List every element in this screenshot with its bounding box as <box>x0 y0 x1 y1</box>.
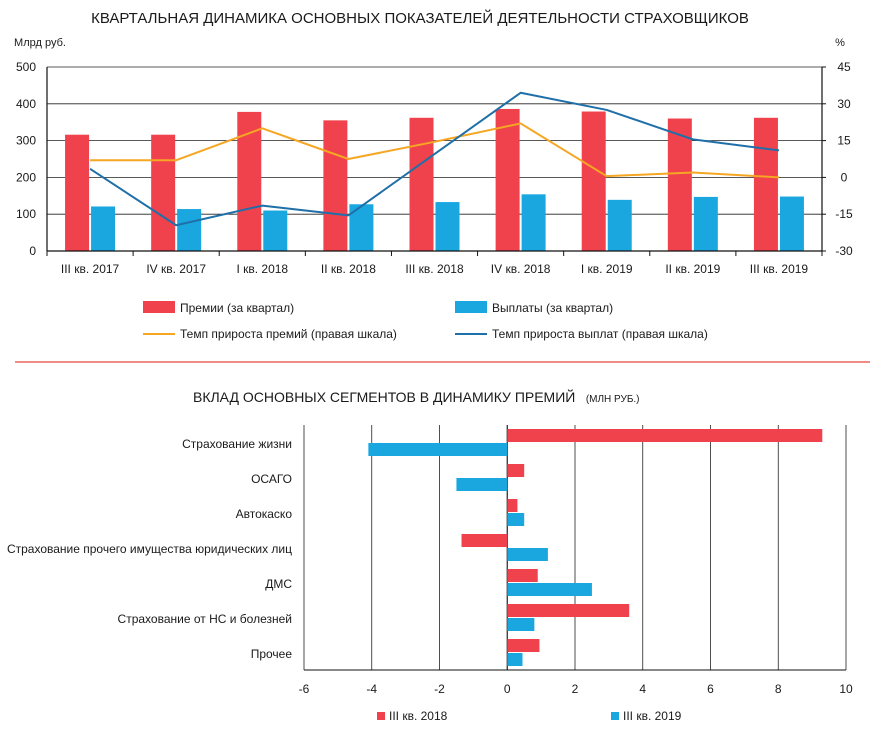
chart2-category-label: Страхование жизни <box>182 437 292 451</box>
chart1-category-label: III кв. 2017 <box>61 262 120 276</box>
premium-bar <box>753 117 778 251</box>
payout-bar <box>693 196 718 251</box>
segment-bar-2019 <box>507 653 523 666</box>
legend-2019-label: III кв. 2019 <box>623 709 682 723</box>
segment-bar-2019 <box>507 513 525 526</box>
chart1-right-tick: -30 <box>835 244 853 258</box>
segment-bar-2019 <box>507 548 548 561</box>
premium-bar <box>495 108 520 252</box>
chart1-right-unit: % <box>835 37 845 49</box>
chart1-lines <box>89 91 780 227</box>
chart1-tick-labels: 0 100 200 300 400 500 -30 -15 0 15 30 45 III кв. 201… <box>16 60 853 276</box>
chart1-left-tick: 0 <box>29 244 36 258</box>
legend-premium-swatch <box>143 301 175 313</box>
payout-bar <box>177 209 202 251</box>
chart1-right-tick: -15 <box>835 207 853 221</box>
chart1-category-label: IV кв. 2018 <box>491 262 551 276</box>
chart2-x-tick: 4 <box>639 682 646 696</box>
premium-bar <box>65 134 90 251</box>
legend-premium-growth-label: Темп прироста премий (правая шкала) <box>180 327 397 341</box>
chart2-legend: III кв. 2018 III кв. 2019 <box>377 709 682 723</box>
chart1-right-tick: 15 <box>837 134 851 148</box>
chart2-title-group: ВКЛАД ОСНОВНЫХ СЕГМЕНТОВ В ДИНАМИКУ ПРЕМ… <box>193 388 640 406</box>
premium-bar <box>323 120 348 251</box>
chart2-category-labels: Страхование жизни ОСАГО Автокаско Страхован… <box>7 437 292 661</box>
segment-bar-2018 <box>507 429 823 442</box>
chart2-x-tick: -2 <box>434 682 445 696</box>
segment-bar-2018 <box>507 604 630 617</box>
legend-2018-swatch <box>377 712 385 720</box>
chart2-gridlines <box>303 425 847 671</box>
chart1-left-tick: 400 <box>16 97 36 111</box>
legend-payout-growth-label: Темп прироста выплат (правая шкала) <box>492 327 708 341</box>
chart1-left-unit: Млрд руб. <box>14 37 66 49</box>
chart1-category-label: II кв. 2019 <box>665 262 720 276</box>
chart2-category-label: ДМС <box>265 577 292 591</box>
chart1-category-label: II кв. 2018 <box>321 262 376 276</box>
segments-chart: ВКЛАД ОСНОВНЫХ СЕГМЕНТОВ В ДИНАМИКУ ПРЕМ… <box>7 388 853 723</box>
payout-growth-line <box>89 91 780 227</box>
chart1-gridlines <box>47 66 822 215</box>
chart2-x-tick: 2 <box>572 682 579 696</box>
chart1-category-label: I кв. 2018 <box>236 262 288 276</box>
chart2-title: ВКЛАД ОСНОВНЫХ СЕГМЕНТОВ В ДИНАМИКУ ПРЕМ… <box>193 388 575 405</box>
chart1-category-label: IV кв. 2017 <box>146 262 206 276</box>
chart1-right-tick: 0 <box>841 170 848 184</box>
chart1-left-tick: 300 <box>16 134 36 148</box>
chart2-category-label: Страхование от НС и болезней <box>118 612 292 626</box>
payout-bar <box>521 194 546 251</box>
premium-bar <box>667 118 692 252</box>
payout-bar <box>263 210 288 251</box>
chart2-category-label: Страхование прочего имущества юридически… <box>7 542 292 556</box>
chart1-right-tick: 45 <box>837 60 851 74</box>
chart2-x-tick: 0 <box>504 682 511 696</box>
legend-2018-label: III кв. 2018 <box>389 709 448 723</box>
chart1-legend: Премии (за квартал) Выплаты (за квартал)… <box>143 301 708 341</box>
legend-2019-swatch <box>611 712 619 720</box>
chart1-axes <box>46 66 826 256</box>
chart2-category-label: ОСАГО <box>251 472 292 486</box>
chart1-category-label: III кв. 2018 <box>405 262 464 276</box>
payout-bar <box>91 206 116 251</box>
chart1-left-tick: 500 <box>16 60 36 74</box>
legend-premium-label: Премии (за квартал) <box>180 301 294 315</box>
quarterly-chart: КВАРТАЛЬНАЯ ДИНАМИКА ОСНОВНЫХ ПОКАЗАТЕЛЕ… <box>14 9 853 341</box>
segment-bar-2019 <box>507 583 592 596</box>
premium-bar <box>581 111 606 251</box>
chart1-right-tick: 30 <box>837 97 851 111</box>
payout-bar <box>607 199 632 251</box>
chart1-left-tick: 200 <box>16 170 36 184</box>
chart2-category-label: Автокаско <box>236 507 293 521</box>
chart1-category-label: III кв. 2019 <box>750 262 809 276</box>
legend-payout-swatch <box>455 301 487 313</box>
segment-bar-2018 <box>507 464 525 477</box>
chart1-title: КВАРТАЛЬНАЯ ДИНАМИКА ОСНОВНЫХ ПОКАЗАТЕЛЕ… <box>91 9 749 27</box>
chart2-x-tick: 8 <box>775 682 782 696</box>
premium-growth-line <box>90 122 780 179</box>
chart2-bars <box>368 429 823 666</box>
premium-bar <box>409 117 434 251</box>
chart2-tick-labels: -6 -4 -2 0 2 4 6 8 10 <box>299 682 853 696</box>
chart2-x-tick: -6 <box>299 682 310 696</box>
segment-bar-2019 <box>507 618 535 631</box>
segment-bar-2019 <box>368 443 508 456</box>
chart2-x-tick: 6 <box>707 682 714 696</box>
chart2-subtitle: (МЛН РУБ.) <box>586 394 640 405</box>
legend-payout-label: Выплаты (за квартал) <box>492 301 613 315</box>
segment-bar-2018 <box>461 534 508 547</box>
chart2-x-tick: 10 <box>839 682 853 696</box>
chart2-category-label: Прочее <box>251 647 293 661</box>
segment-bar-2018 <box>507 639 540 652</box>
segment-bar-2018 <box>507 569 538 582</box>
payout-bar <box>435 202 460 251</box>
premium-bar <box>151 134 176 251</box>
chart1-bars <box>65 108 804 252</box>
segment-bar-2019 <box>456 478 508 491</box>
payout-bar <box>779 196 804 251</box>
chart2-x-tick: -4 <box>366 682 377 696</box>
segment-bar-2018 <box>507 499 518 512</box>
chart1-category-label: I кв. 2019 <box>581 262 633 276</box>
chart1-left-tick: 100 <box>16 207 36 221</box>
